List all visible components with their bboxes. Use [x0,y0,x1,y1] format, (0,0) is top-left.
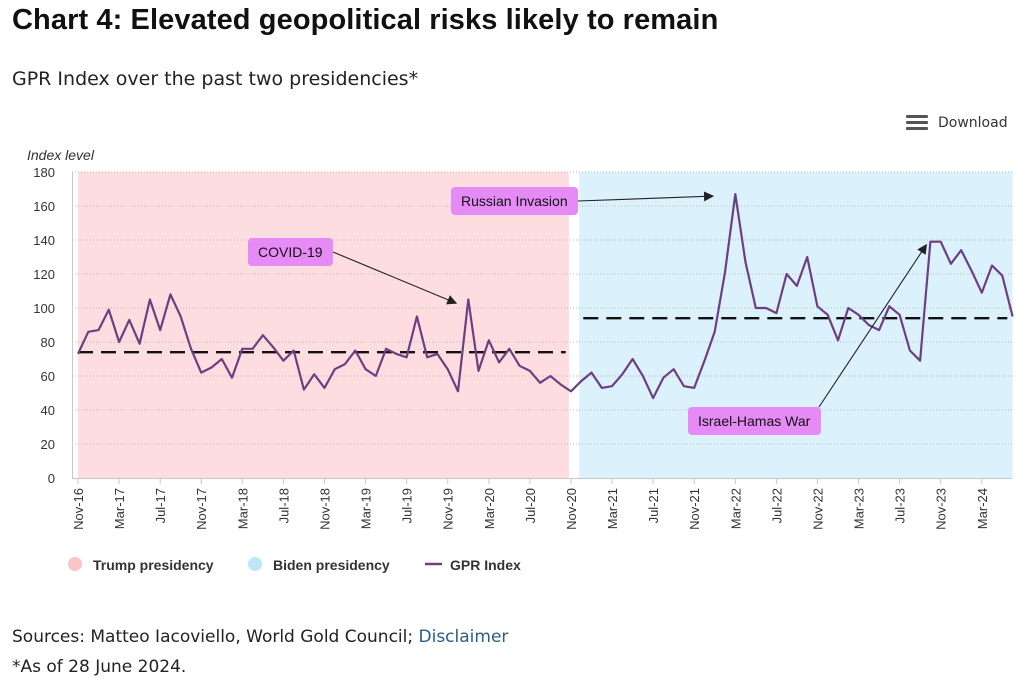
x-tick-label: Mar-21 [605,488,620,529]
x-tick-label: Jul-18 [276,488,291,523]
legend-item-biden-presidency[interactable]: Biden presidency [248,557,390,573]
x-tick-label: Mar-22 [728,488,743,529]
y-tick-label: 160 [33,199,55,214]
y-tick-label: 20 [41,437,55,452]
annotation-box [248,238,333,266]
y-tick-label: 40 [41,403,55,418]
y-tick-label: 100 [33,301,55,316]
y-tick-label: 80 [41,335,55,350]
disclaimer-link[interactable]: Disclaimer [418,627,509,647]
legend-item-gpr-index[interactable]: GPR Index [425,557,521,573]
gpr-series-line [77,193,1014,400]
legend-swatch [248,557,262,571]
x-tick-label: Mar-20 [482,488,497,529]
x-tick-label: Nov-19 [441,488,456,530]
annotation-label: Russian Invasion [461,193,568,209]
annotation-box [451,187,578,215]
legend-label: Trump presidency [93,557,214,573]
y-tick-label: 60 [41,369,55,384]
download-button[interactable]: Download [906,115,1008,131]
y-tick-label: 0 [48,471,55,486]
x-tick-label: Mar-19 [359,488,374,529]
x-tick-label: Mar-18 [235,488,250,529]
x-tick-label: Nov-20 [564,488,579,530]
x-tick-label: Nov-17 [194,488,209,530]
x-tick-label: Mar-23 [852,488,867,529]
y-tick-label: 180 [33,165,55,180]
annotation-russian-invasion: Russian Invasion [451,187,715,215]
sources-text: Sources: Matteo Iacoviello, World Gold C… [12,627,419,647]
annotation-arrow [818,243,927,408]
legend-item-trump-presidency[interactable]: Trump presidency [68,557,214,573]
x-tick-label: Mar-17 [112,488,127,529]
x-tick-label: Jul-20 [523,488,538,523]
download-label: Download [938,115,1008,131]
x-tick-label: Mar-24 [975,488,990,529]
annotation-israel-hamas-war: Israel-Hamas War [688,243,927,435]
chart-title: Chart 4: Elevated geopolitical risks lik… [12,4,719,36]
annotation-label: COVID-19 [258,244,323,260]
chart-subtitle: GPR Index over the past two presidencies… [12,68,419,90]
x-tick-label: Nov-21 [687,488,702,530]
x-tick-label: Jul-17 [153,488,168,523]
y-axis-label: Index level [27,147,95,163]
annotation-arrow [332,251,458,305]
y-tick-label: 120 [33,267,55,282]
hamburger-menu-icon [906,115,928,131]
sources-note: Sources: Matteo Iacoviello, World Gold C… [12,627,508,647]
x-tick-label: Nov-16 [71,488,86,530]
legend-swatch [68,557,82,571]
x-tick-label: Jul-23 [893,488,908,523]
band-trump [78,172,569,478]
annotation-covid-19: COVID-19 [248,238,458,305]
y-tick-label: 140 [33,233,55,248]
x-tick-label: Jul-21 [646,488,661,523]
legend-label: GPR Index [450,557,521,573]
x-tick-label: Nov-23 [934,488,949,530]
x-tick-label: Jul-19 [400,488,415,523]
legend-label: Biden presidency [273,557,390,573]
as-of-note: *As of 28 June 2024. [12,657,187,677]
x-tick-label: Jul-22 [769,488,784,523]
annotation-label: Israel-Hamas War [698,413,811,429]
gpr-line-chart: Index level 0 20 40 60 80 100 120 140 160 180 Nov… [27,147,1014,573]
annotation-box [688,407,821,435]
annotation-arrow [577,191,715,202]
x-tick-label: Nov-22 [810,488,825,530]
x-tick-label: Nov-18 [317,488,332,530]
